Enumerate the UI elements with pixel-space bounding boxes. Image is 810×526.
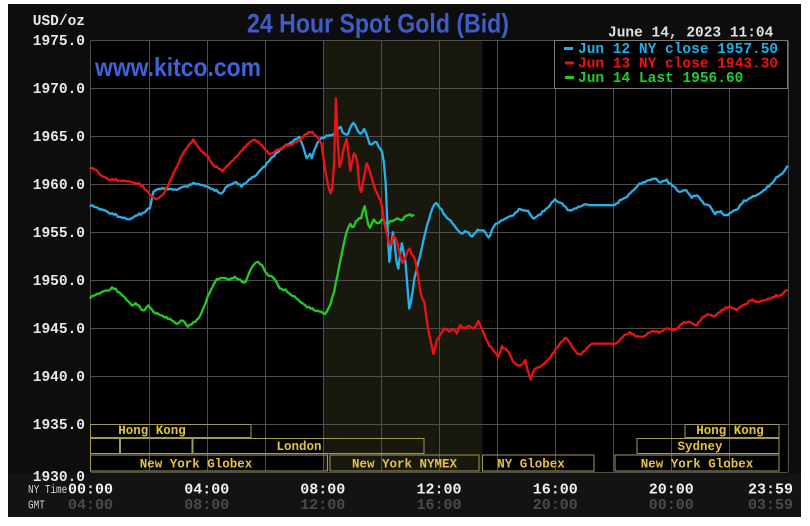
svg-text:1965.0: 1965.0 (33, 130, 85, 146)
svg-text:Hong Kong: Hong Kong (118, 424, 186, 438)
svg-text:USD/oz: USD/oz (33, 14, 85, 30)
svg-text:08:00: 08:00 (184, 497, 229, 514)
svg-text:1975.0: 1975.0 (33, 34, 85, 50)
svg-text:Sydney: Sydney (677, 440, 723, 454)
svg-text:Jun 13 NY close 1943.30: Jun 13 NY close 1943.30 (578, 57, 778, 73)
svg-text:04:00: 04:00 (184, 482, 229, 499)
svg-text:1955.0: 1955.0 (33, 226, 85, 242)
svg-text:16:00: 16:00 (416, 497, 461, 514)
svg-text:New York Globex: New York Globex (641, 458, 754, 472)
svg-text:June 14, 2023 11:04: June 14, 2023 11:04 (608, 26, 774, 42)
svg-text:NY Time: NY Time (28, 484, 67, 497)
svg-text:24 Hour Spot Gold (Bid): 24 Hour Spot Gold (Bid) (247, 9, 509, 39)
svg-text:1970.0: 1970.0 (33, 82, 85, 98)
svg-text:1950.0: 1950.0 (33, 274, 85, 290)
svg-text:London: London (276, 440, 321, 454)
svg-text:20:00: 20:00 (649, 482, 694, 499)
svg-text:04:00: 04:00 (68, 497, 113, 514)
svg-text:12:00: 12:00 (300, 497, 345, 514)
svg-text:Jun 14 Last 1956.60: Jun 14 Last 1956.60 (578, 71, 743, 87)
svg-text:00:00: 00:00 (68, 482, 113, 499)
svg-text:1960.0: 1960.0 (33, 178, 85, 194)
svg-text:Jun 12 NY close 1957.50: Jun 12 NY close 1957.50 (578, 42, 778, 58)
svg-text:NY Globex: NY Globex (497, 458, 565, 472)
svg-text:00:00: 00:00 (649, 497, 694, 514)
svg-text:www.kitco.com: www.kitco.com (94, 52, 261, 82)
svg-text:New York NYMEX: New York NYMEX (352, 458, 458, 472)
svg-text:08:00: 08:00 (300, 482, 345, 499)
svg-text:1945.0: 1945.0 (33, 322, 85, 338)
svg-text:20:00: 20:00 (533, 497, 578, 514)
svg-text:23:59: 23:59 (748, 482, 793, 499)
svg-text:03:59: 03:59 (748, 497, 793, 514)
svg-text:1940.0: 1940.0 (33, 370, 85, 386)
svg-text:1935.0: 1935.0 (33, 418, 85, 434)
svg-text:1930.0: 1930.0 (33, 470, 85, 486)
svg-text:GMT: GMT (28, 500, 45, 513)
svg-text:16:00: 16:00 (533, 482, 578, 499)
svg-text:New York Globex: New York Globex (140, 458, 253, 472)
svg-text:12:00: 12:00 (416, 482, 461, 499)
svg-text:Hong Kong: Hong Kong (696, 424, 764, 438)
